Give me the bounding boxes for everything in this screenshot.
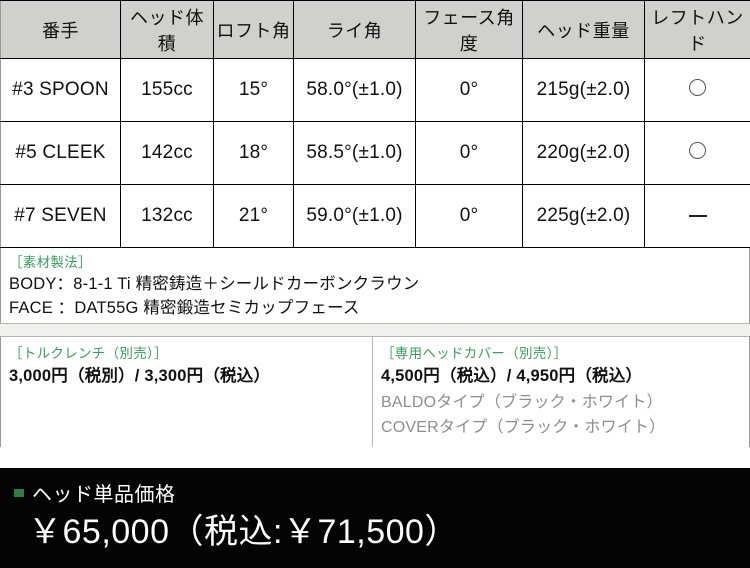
head-price-value: ￥65,000（税込:￥71,500）	[28, 513, 459, 551]
cell-head-weight: 215g(±2.0)	[522, 58, 645, 122]
cell-left-hand	[644, 121, 750, 185]
specification-table: 番手 ヘッド体積 ロフト角 ライ角 フェース角度 ヘッド重量 レフトハンド #3…	[0, 0, 750, 248]
column-header-model: 番手	[0, 0, 121, 59]
column-header-volume: ヘッド体積	[120, 0, 214, 59]
cell-volume: 132cc	[120, 184, 214, 248]
material-body-line: BODY：8-1-1 Ti 精密鋳造＋シールドカーボンクラウン	[9, 275, 420, 293]
cell-face-angle: 0°	[415, 58, 523, 122]
circle-available-icon	[689, 78, 706, 96]
head-cover-type-cover: COVERタイプ（ブラック・ホワイト）	[381, 419, 666, 436]
cell-head-weight: 225g(±2.0)	[522, 184, 645, 248]
cell-face-angle: 0°	[415, 184, 523, 248]
column-header-lie: ライ角	[293, 0, 416, 59]
material-section-title: ［素材製法］	[9, 255, 92, 270]
torque-wrench-price: 3,000円（税別）/ 3,300円（税込）	[9, 367, 271, 385]
section-gap-strip	[0, 324, 750, 336]
head-cover-title: ［専用ヘッドカバー（別売）］	[381, 346, 568, 361]
bullet-square-icon	[14, 488, 24, 497]
cell-left-hand	[644, 184, 750, 248]
table-row: #5 CLEEK 142cc 18° 58.5°(±1.0) 0° 220g(±…	[0, 121, 750, 185]
column-header-loft: ロフト角	[213, 0, 294, 59]
torque-wrench-title: ［トルクレンチ（別売）］	[9, 346, 168, 361]
cell-loft: 21°	[213, 184, 294, 248]
torque-wrench-box: ［トルクレンチ（別売）］ 3,000円（税別）/ 3,300円（税込）	[1, 337, 373, 447]
cell-face-angle: 0°	[415, 121, 523, 185]
footer-label-row: ヘッド単品価格	[14, 478, 750, 507]
cell-loft: 18°	[213, 121, 294, 185]
circle-available-icon	[689, 141, 706, 159]
head-price-footer: ヘッド単品価格 ￥65,000（税込:￥71,500）	[0, 468, 750, 568]
cell-left-hand	[644, 58, 750, 122]
cell-lie: 59.0°(±1.0)	[293, 184, 416, 248]
cell-head-weight: 220g(±2.0)	[522, 121, 645, 185]
cell-model: #3 SPOON	[0, 58, 121, 122]
cell-volume: 142cc	[120, 121, 214, 185]
cell-lie: 58.0°(±1.0)	[293, 58, 416, 122]
head-cover-box: ［専用ヘッドカバー（別売）］ 4,500円（税込）/ 4,950円（税込） BA…	[373, 337, 749, 447]
head-cover-type-baldo: BALDOタイプ（ブラック・ホワイト）	[381, 394, 663, 411]
cell-model: #7 SEVEN	[0, 184, 121, 248]
table-header-row: 番手 ヘッド体積 ロフト角 ライ角 フェース角度 ヘッド重量 レフトハンド	[0, 0, 750, 59]
accessories-section: ［トルクレンチ（別売）］ 3,000円（税別）/ 3,300円（税込） ［専用ヘ…	[0, 336, 750, 447]
material-face-line: FACE ：DAT55G 精密鍛造セミカップフェース	[9, 299, 360, 317]
cell-lie: 58.5°(±1.0)	[293, 121, 416, 185]
column-header-face-angle: フェース角度	[415, 0, 523, 59]
cell-volume: 155cc	[120, 58, 214, 122]
column-header-left-hand: レフトハンド	[644, 0, 750, 59]
table-row: #3 SPOON 155cc 15° 58.0°(±1.0) 0° 215g(±…	[0, 58, 750, 122]
head-price-label: ヘッド単品価格	[32, 484, 176, 506]
column-header-weight: ヘッド重量	[522, 0, 645, 59]
dash-unavailable-icon	[688, 214, 707, 217]
cell-loft: 15°	[213, 58, 294, 122]
material-construction-section: ［素材製法］ BODY：8-1-1 Ti 精密鋳造＋シールドカーボンクラウン F…	[0, 248, 750, 324]
cell-model: #5 CLEEK	[0, 121, 121, 185]
head-cover-price: 4,500円（税込）/ 4,950円（税込）	[381, 367, 643, 385]
table-row: #7 SEVEN 132cc 21° 59.0°(±1.0) 0° 225g(±…	[0, 184, 750, 248]
